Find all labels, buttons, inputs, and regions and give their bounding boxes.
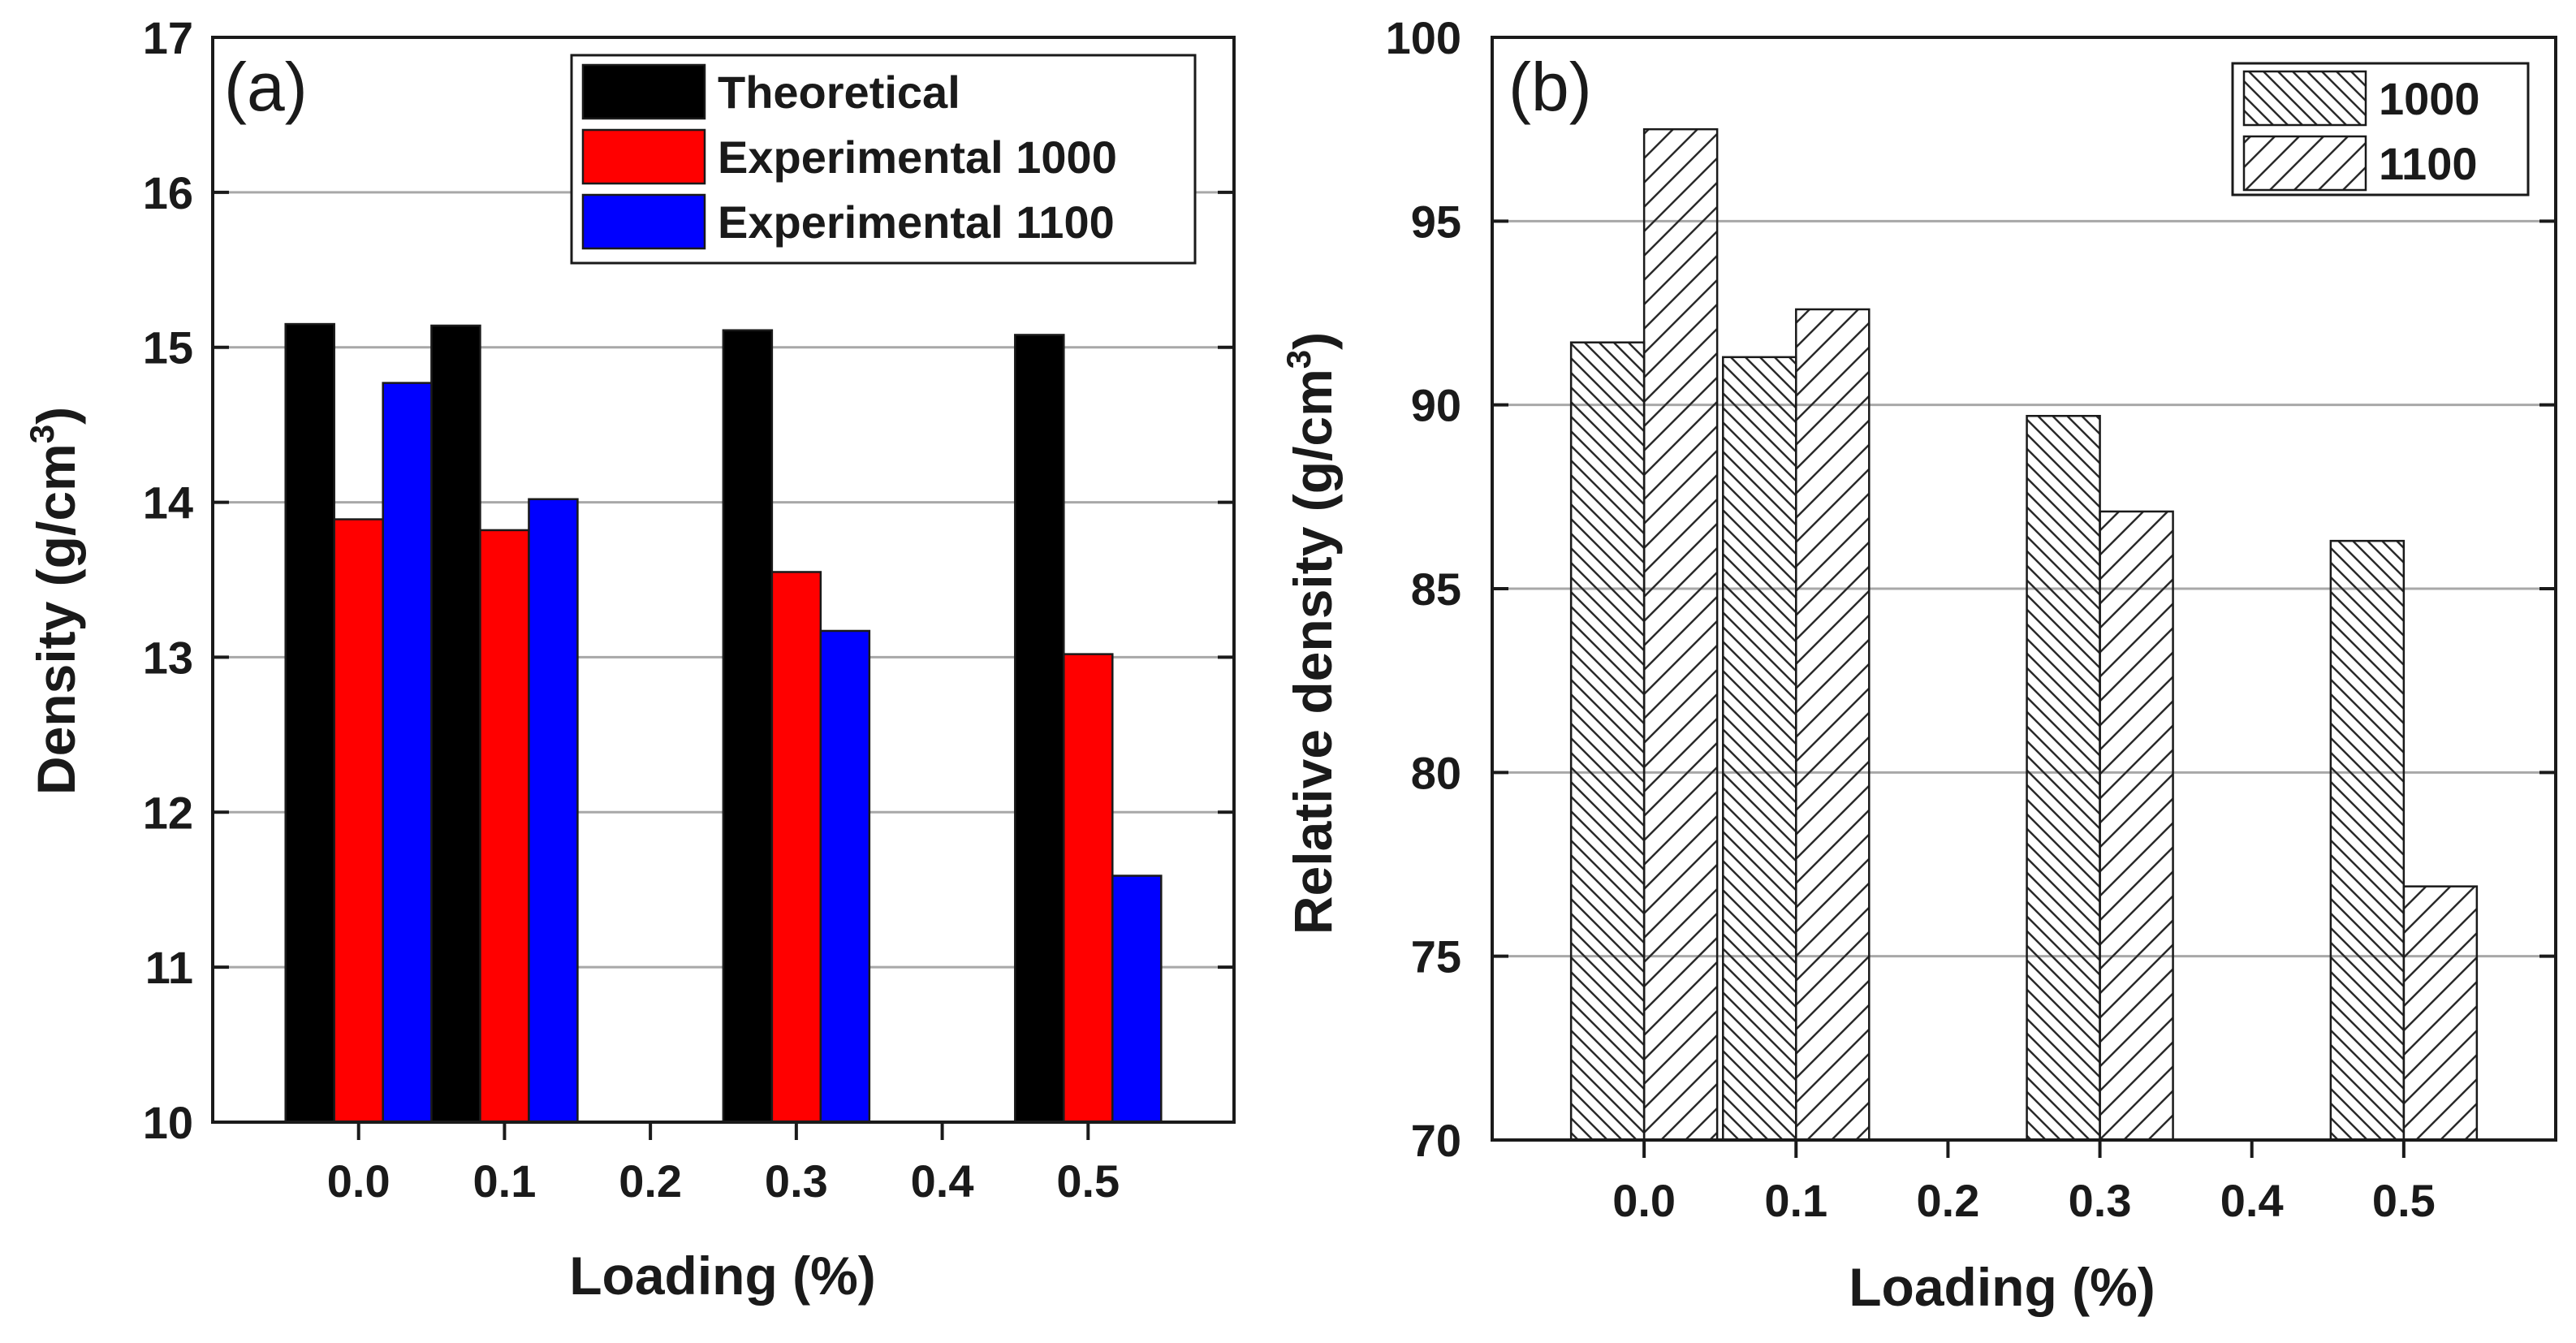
panel-b-y-axis-title-close: )	[1283, 332, 1343, 350]
panel-b-legend-label: 1100	[2379, 138, 2478, 189]
panel-b-x-tick-labels: 0.0 0.1 0.2 0.3 0.4 0.5	[1612, 1175, 2436, 1226]
panel-a-bar-experimental-1100-0.1	[528, 498, 579, 1124]
panel-a-x-tick-label: 0.0	[327, 1155, 390, 1207]
panel-b-y-tick-label: 80	[1411, 747, 1461, 798]
panel-a-x-tick-label: 0.2	[619, 1155, 682, 1207]
panel-a-legend-label: Theoretical	[718, 67, 960, 118]
panel-a-bar-experimental-1000-0.5	[1063, 653, 1114, 1124]
panel-b-y-tick-label: 70	[1411, 1115, 1461, 1166]
panel-a-y-axis-title: Density (g/cm3)	[23, 407, 86, 795]
panel-a-label: (a)	[224, 49, 308, 125]
panel-b-legend-swatch	[2242, 135, 2367, 192]
panel-b-label: (b)	[1508, 49, 1592, 125]
panel-a-legend-items: Theoretical Experimental 1000 Experimental…	[581, 63, 1117, 250]
panel-b-bar-1100-0.3	[2099, 510, 2174, 1142]
panel-b-y-tick-label: 75	[1411, 931, 1461, 982]
panel-b-y-tick-label: 90	[1411, 380, 1461, 431]
panel-a-y-tick-label: 12	[143, 787, 193, 838]
panel-b-bar-1000-0.3	[2026, 414, 2101, 1142]
panel-a-y-tick-label: 10	[143, 1097, 193, 1148]
panel-a-x-tick-label: 0.4	[911, 1155, 974, 1207]
panel-b-relative-density-chart: 70 75 80 85 90 95 100 0.0 0.1 0.2 0.3 0.4 0.5 (b) 1…	[1279, 12, 2557, 1317]
panel-b-legend-label: 1000	[2379, 73, 2480, 124]
panel-a-legend-swatch	[581, 193, 706, 250]
panel-a-bar-experimental-1000-0.3	[770, 571, 822, 1124]
panel-a-y-axis-title-close: )	[26, 407, 86, 425]
panel-a-legend-swatch	[581, 63, 706, 120]
panel-a-y-tick-labels: 10 11 12 13 14 15 16 17	[143, 12, 193, 1148]
panel-b-x-tick-label: 0.5	[2372, 1175, 2436, 1226]
panel-a-bar-experimental-1100-0.3	[819, 629, 871, 1124]
panel-b-bar-1000-0.5	[2329, 539, 2406, 1142]
panel-b-y-tick-label: 85	[1411, 564, 1461, 615]
panel-b-bars	[1569, 127, 2479, 1142]
panel-a-legend-label: Experimental 1100	[718, 196, 1115, 248]
panel-a-y-tick-label: 14	[143, 477, 193, 529]
panel-a-y-tick-label: 11	[145, 942, 193, 993]
panel-a-y-axis-title-main: Density (g/cm	[26, 443, 86, 795]
panel-b-x-axis-title: Loading (%)	[1849, 1257, 2155, 1317]
panel-a-bars	[284, 322, 1163, 1124]
panel-a-y-tick-label: 15	[143, 322, 193, 374]
panel-b-x-tick-label: 0.2	[1916, 1175, 1979, 1226]
panel-a-bar-theoretical-0.5	[1014, 334, 1065, 1124]
panel-a-y-tick-label: 13	[143, 632, 193, 683]
panel-a-y-axis-title-superscript: 3	[23, 425, 61, 443]
panel-a-y-tick-label: 17	[143, 12, 193, 63]
panel-b-y-tick-label: 95	[1411, 196, 1461, 247]
panel-a-bar-theoretical-0.3	[722, 329, 774, 1124]
panel-a-bar-theoretical-0.0	[284, 322, 335, 1124]
panel-b-legend-items: 1000 1100	[2242, 70, 2480, 192]
panel-b-y-tick-labels: 70 75 80 85 90 95 100	[1386, 12, 1461, 1166]
panel-a-x-tick-label: 0.1	[472, 1155, 536, 1207]
panel-a-bar-experimental-1100-0.0	[382, 382, 433, 1124]
panel-b-x-tick-label: 0.1	[1764, 1175, 1827, 1226]
panel-b-y-axis-title: Relative density (g/cm3)	[1279, 332, 1343, 935]
panel-a-plot-frame	[211, 36, 1236, 1124]
panel-b-legend: 1000 1100	[2231, 62, 2530, 196]
panel-b-y-tick-label: 100	[1386, 12, 1461, 63]
panel-b-bar-1100-0.5	[2402, 885, 2479, 1142]
panel-a-bar-experimental-1000-0.0	[333, 518, 384, 1124]
panel-a-bar-theoretical-0.1	[430, 324, 481, 1124]
panel-b-bar-1000-0.1	[1722, 356, 1797, 1142]
panel-a-x-tick-label: 0.5	[1056, 1155, 1120, 1207]
panel-b-y-axis-title-main: Relative density (g/cm	[1283, 369, 1343, 935]
panel-a-legend: Theoretical Experimental 1000 Experimental…	[570, 54, 1197, 265]
panel-a-bar-experimental-1000-0.1	[479, 529, 530, 1124]
panel-a-bar-experimental-1100-0.5	[1111, 874, 1163, 1124]
panel-b-y-axis-title-superscript: 3	[1279, 350, 1318, 369]
panel-a-x-axis-title: Loading (%)	[569, 1246, 876, 1306]
panel-b-x-tick-label: 0.0	[1612, 1175, 1676, 1226]
panel-b-bar-1100-0.0	[1642, 127, 1719, 1142]
panel-b-legend-swatch	[2242, 70, 2367, 127]
panel-a-x-tick-label: 0.3	[765, 1155, 828, 1207]
panel-b-bar-1000-0.0	[1569, 341, 1646, 1142]
panel-b-bar-1100-0.1	[1795, 308, 1871, 1142]
panel-b-tick-marks	[1492, 36, 2556, 1158]
panel-a-legend-label: Experimental 1000	[718, 132, 1117, 183]
panel-b-x-tick-label: 0.4	[2220, 1175, 2284, 1226]
panel-a-legend-swatch	[581, 128, 706, 185]
panel-a-y-tick-label: 16	[143, 167, 193, 218]
panel-b-x-tick-label: 0.3	[2069, 1175, 2132, 1226]
panel-a-x-tick-labels: 0.0 0.1 0.2 0.3 0.4 0.5	[327, 1155, 1120, 1207]
panel-a-tick-marks	[213, 36, 1234, 1140]
